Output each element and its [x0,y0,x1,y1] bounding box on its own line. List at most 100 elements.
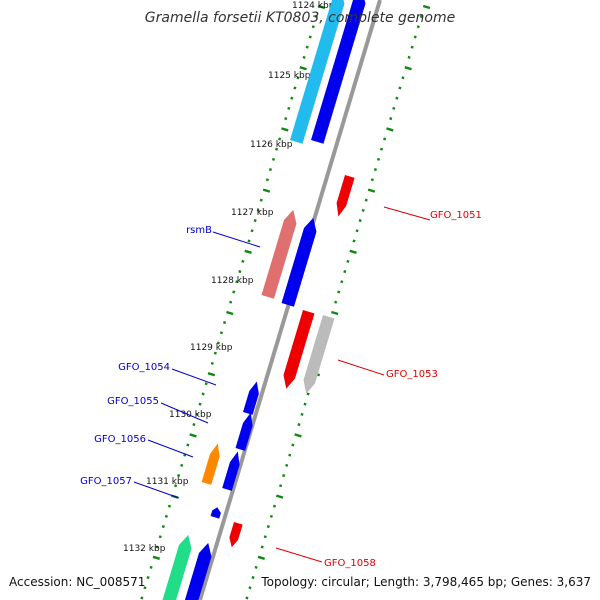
tick-track-right [297,423,301,427]
tick-track-right [401,76,405,80]
gene-label-leader [171,368,217,386]
tick-track-right [260,545,264,549]
tick-track-right [279,484,283,488]
gene-label[interactable]: GFO_1057 [80,476,132,487]
gene-label[interactable]: GFO_1053 [386,369,438,380]
tick-track-right [251,576,255,580]
gene-label-leader [383,206,431,221]
gene-label-leader [275,547,323,563]
gene-label[interactable]: GFO_1054 [118,362,170,373]
gene-label[interactable]: GFO_1056 [94,434,146,445]
gene-15[interactable] [181,542,212,600]
gene-GFO_1054[interactable] [243,381,259,415]
tick-track-right [272,504,277,508]
kbp-tick-label: 1124 kbp [292,1,335,11]
tick-track-left [275,147,279,151]
tick-track-left [284,117,288,121]
tick-track-left [152,555,161,560]
tick-track-left [189,433,197,438]
gene-label[interactable]: GFO_1055 [107,396,159,407]
tick-track-right [361,208,365,212]
tick-track-right [285,463,289,467]
kbp-tick-label: 1126 kbp [250,140,293,150]
tick-track-left [235,280,239,284]
gene-4[interactable] [261,209,297,299]
tick-track-right [306,392,310,396]
tick-track-left [219,331,224,335]
gene-GFO_1057[interactable] [210,507,221,519]
gene-GFO_1056[interactable] [201,443,220,485]
tick-track-left [287,106,291,110]
gene-14[interactable] [160,534,192,600]
tick-track-right [340,280,344,284]
tick-track-left [216,341,220,345]
tick-track-left [256,208,260,212]
tick-track-right [334,300,338,304]
tick-track-right [254,565,258,569]
tick-track-right [389,117,393,121]
gene-label[interactable]: GFO_1058 [324,558,376,569]
tick-track-left [143,586,147,590]
tick-track-right [383,137,387,141]
gene-label[interactable]: rsmB [186,225,212,236]
tick-track-left [268,168,272,172]
tick-track-left [222,321,227,325]
tick-track-left [155,545,159,549]
tick-track-left [232,290,236,294]
gene-11[interactable] [222,451,240,491]
gene-GFO_1053[interactable] [303,315,335,394]
tick-track-right [367,188,376,193]
genome-title: Gramella forsetii KT0803, complete genom… [144,10,456,26]
tick-track-right [407,55,411,59]
gene-label-leader [133,481,180,499]
tick-track-left [198,402,202,406]
tick-track-right [343,270,347,274]
tick-track-right [370,178,374,182]
kbp-tick-label: 1127 kbp [231,208,274,218]
gene-GFO_1058[interactable] [229,522,243,548]
tick-track-right [275,494,284,499]
tick-track-left [296,76,300,80]
gene-6[interactable] [283,310,315,389]
kbp-tick-label: 1129 kbp [190,343,233,353]
tick-track-left [259,198,263,202]
tick-track-left [305,45,309,49]
kbp-tick-label: 1131 kbp [146,477,189,487]
tick-track-left [164,514,168,518]
tick-track-right [349,249,357,254]
gene-1[interactable] [290,0,345,144]
tick-track-left [271,157,276,161]
tick-track-right [404,66,412,71]
tick-track-left [229,300,233,304]
tick-track-left [317,4,326,10]
tick-track-right [300,412,304,416]
kbp-tick-label: 1128 kbp [211,276,254,286]
tick-track-right [257,555,266,560]
tick-track-right [269,514,273,518]
gene-label[interactable]: GFO_1051 [430,210,482,221]
topology-text: Topology: circular; Length: 3,798,465 bp… [261,575,591,589]
tick-track-left [183,453,187,457]
tick-track-right [303,402,307,406]
tick-track-right [398,86,402,90]
tick-track-right [282,474,286,478]
tick-track-left [293,86,297,90]
gene-rsmB[interactable] [281,217,317,307]
tick-track-right [245,596,249,600]
tick-track-left [207,372,216,377]
gene-2[interactable] [311,0,366,144]
tick-track-right [410,45,414,49]
tick-track-left [250,229,254,233]
tick-track-left [262,188,271,193]
tick-track-left [167,504,172,508]
tick-track-right [248,586,252,590]
tick-track-left [174,484,178,488]
tick-track-left [308,35,312,39]
gene-GFO_1051[interactable] [336,175,355,217]
tick-track-right [288,453,292,457]
tick-track-right [346,259,350,263]
gene-GFO_1055[interactable] [235,412,253,451]
tick-track-right [337,290,341,294]
